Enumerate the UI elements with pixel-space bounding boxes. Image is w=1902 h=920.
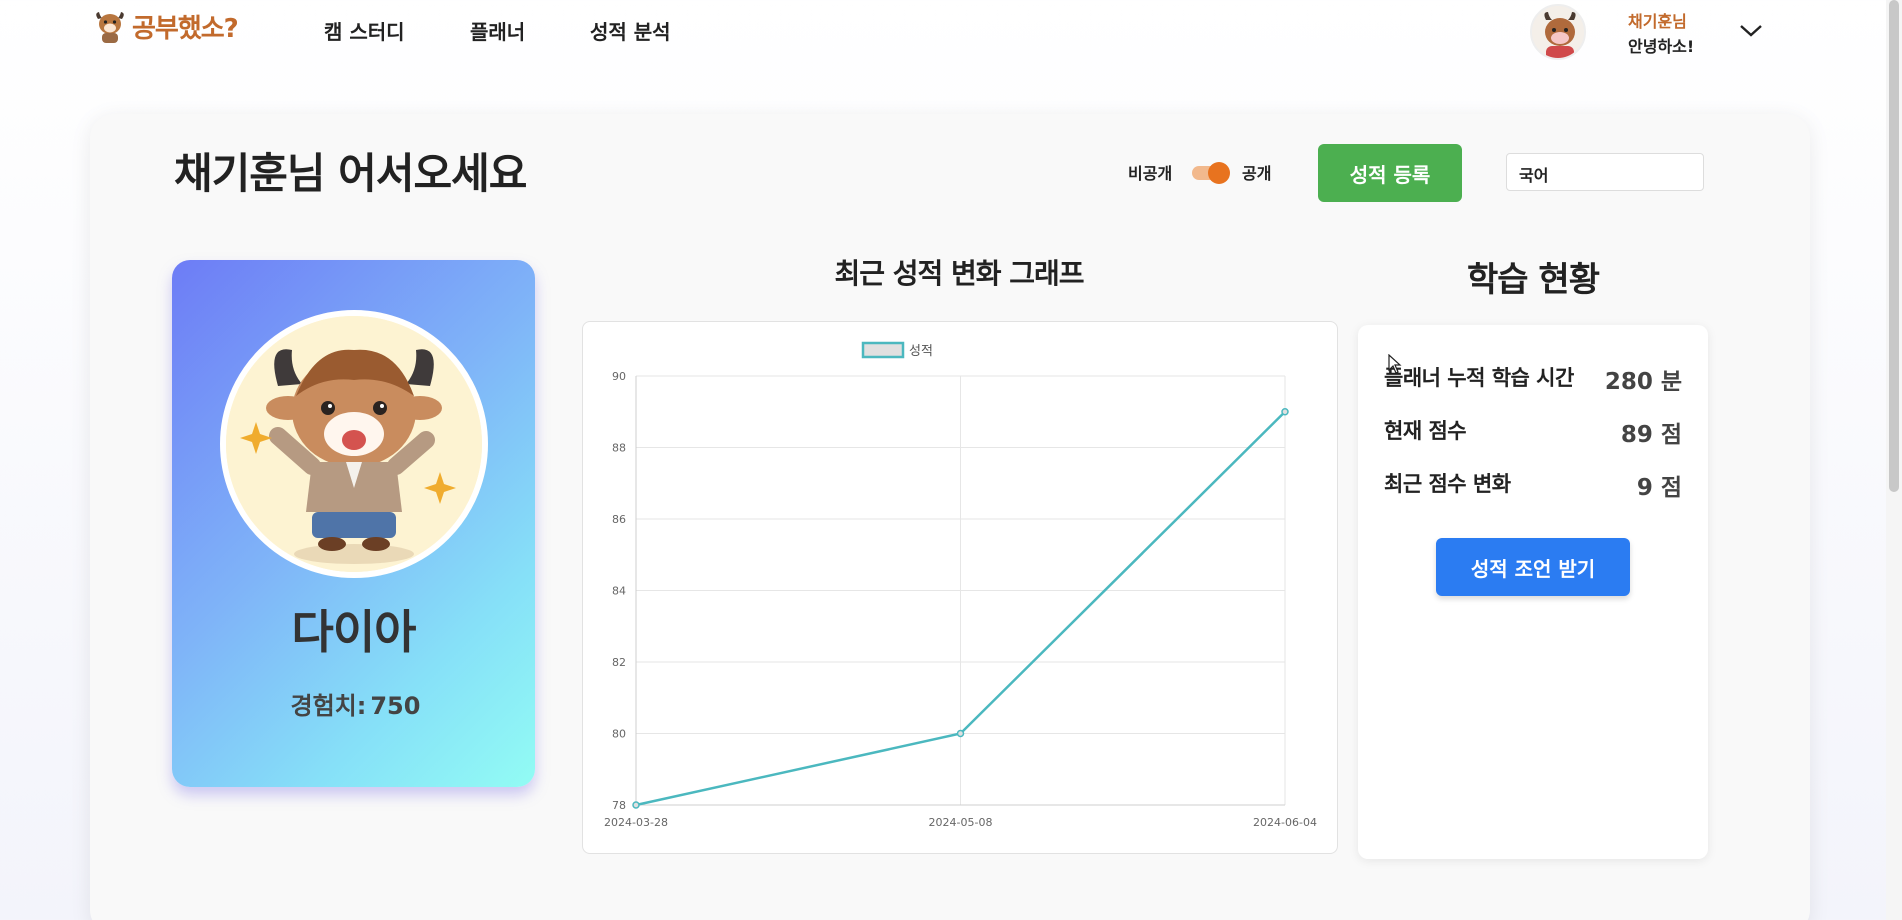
visibility-public-label: 공개	[1242, 164, 1272, 183]
scrollbar-thumb[interactable]	[1889, 0, 1899, 492]
user-greeting: 안녕하소!	[1628, 37, 1695, 56]
chevron-down-icon[interactable]	[1738, 20, 1764, 40]
cow-avatar-icon	[1532, 6, 1584, 58]
experience: 경험치: 750	[172, 686, 535, 721]
x-tick-label: 2024-05-08	[929, 816, 993, 829]
toggle-knob	[1208, 162, 1230, 184]
status-title: 학습 현황	[1467, 260, 1600, 300]
subject-select[interactable]: 국어	[1506, 153, 1704, 191]
top-navigation: 공부했소? 캠 스터디 플래너 성적 분석 채기훈님 안녕하소!	[0, 0, 1902, 62]
tier-name: 다이아	[291, 605, 417, 659]
user-name: 채기훈님	[1628, 12, 1687, 31]
y-tick-label: 82	[612, 656, 626, 669]
visibility-private-label: 비공개	[1128, 164, 1173, 183]
x-tick-label: 2024-03-28	[604, 816, 668, 829]
data-point	[1281, 408, 1289, 416]
grade-chart-card: 78 80 82 84 86 88 90 2024-03-28 2024-05-08 2024-0…	[582, 321, 1338, 854]
grade-advice-button[interactable]: 성적 조언 받기	[1436, 538, 1630, 596]
data-point	[632, 801, 640, 809]
stat-value-current-score: 89 점	[1620, 422, 1682, 448]
grade-line-chart: 78 80 82 84 86 88 90 2024-03-28 2024-05-08 2024-0…	[604, 341, 1317, 829]
logo-text: 공부했소?	[132, 14, 239, 44]
stat-value-study-time: 280 분	[1604, 369, 1682, 395]
nav-grade-analysis[interactable]: 성적 분석	[590, 20, 671, 44]
exp-value: 750	[370, 692, 421, 720]
nav-cam-study[interactable]: 캠 스터디	[324, 20, 405, 44]
y-tick-label: 90	[612, 370, 626, 383]
y-tick-label: 80	[612, 728, 626, 741]
stat-value-score-change: 9 점	[1636, 475, 1682, 501]
user-avatar[interactable]	[1530, 4, 1586, 60]
y-tick-label: 78	[612, 799, 626, 812]
nav-planner[interactable]: 플래너	[470, 20, 526, 44]
legend-label: 성적	[909, 344, 933, 359]
cow-character-icon	[226, 316, 482, 572]
y-tick-label: 88	[612, 442, 626, 455]
profile-avatar	[220, 310, 488, 578]
legend-swatch	[861, 341, 905, 359]
home-logo[interactable]: 공부했소?	[92, 8, 239, 45]
data-point	[956, 729, 965, 738]
stat-label-current-score: 현재 점수	[1384, 419, 1467, 443]
visibility-toggle[interactable]	[1192, 162, 1230, 184]
y-tick-label: 86	[612, 513, 626, 526]
register-grade-button[interactable]: 성적 등록	[1318, 144, 1462, 202]
stat-label-score-change: 최근 점수 변화	[1384, 472, 1511, 496]
chart-title: 최근 성적 변화 그래프	[834, 257, 1084, 290]
stat-label-study-time: 플래너 누적 학습 시간	[1384, 366, 1574, 390]
x-tick-label: 2024-06-04	[1253, 816, 1317, 829]
exp-label: 경험치:	[290, 692, 367, 720]
y-tick-label: 84	[612, 585, 626, 598]
mouse-cursor-icon	[1388, 354, 1402, 374]
cow-mascot-icon	[96, 11, 124, 43]
page-title: 채기훈님 어서오세요	[174, 149, 527, 198]
